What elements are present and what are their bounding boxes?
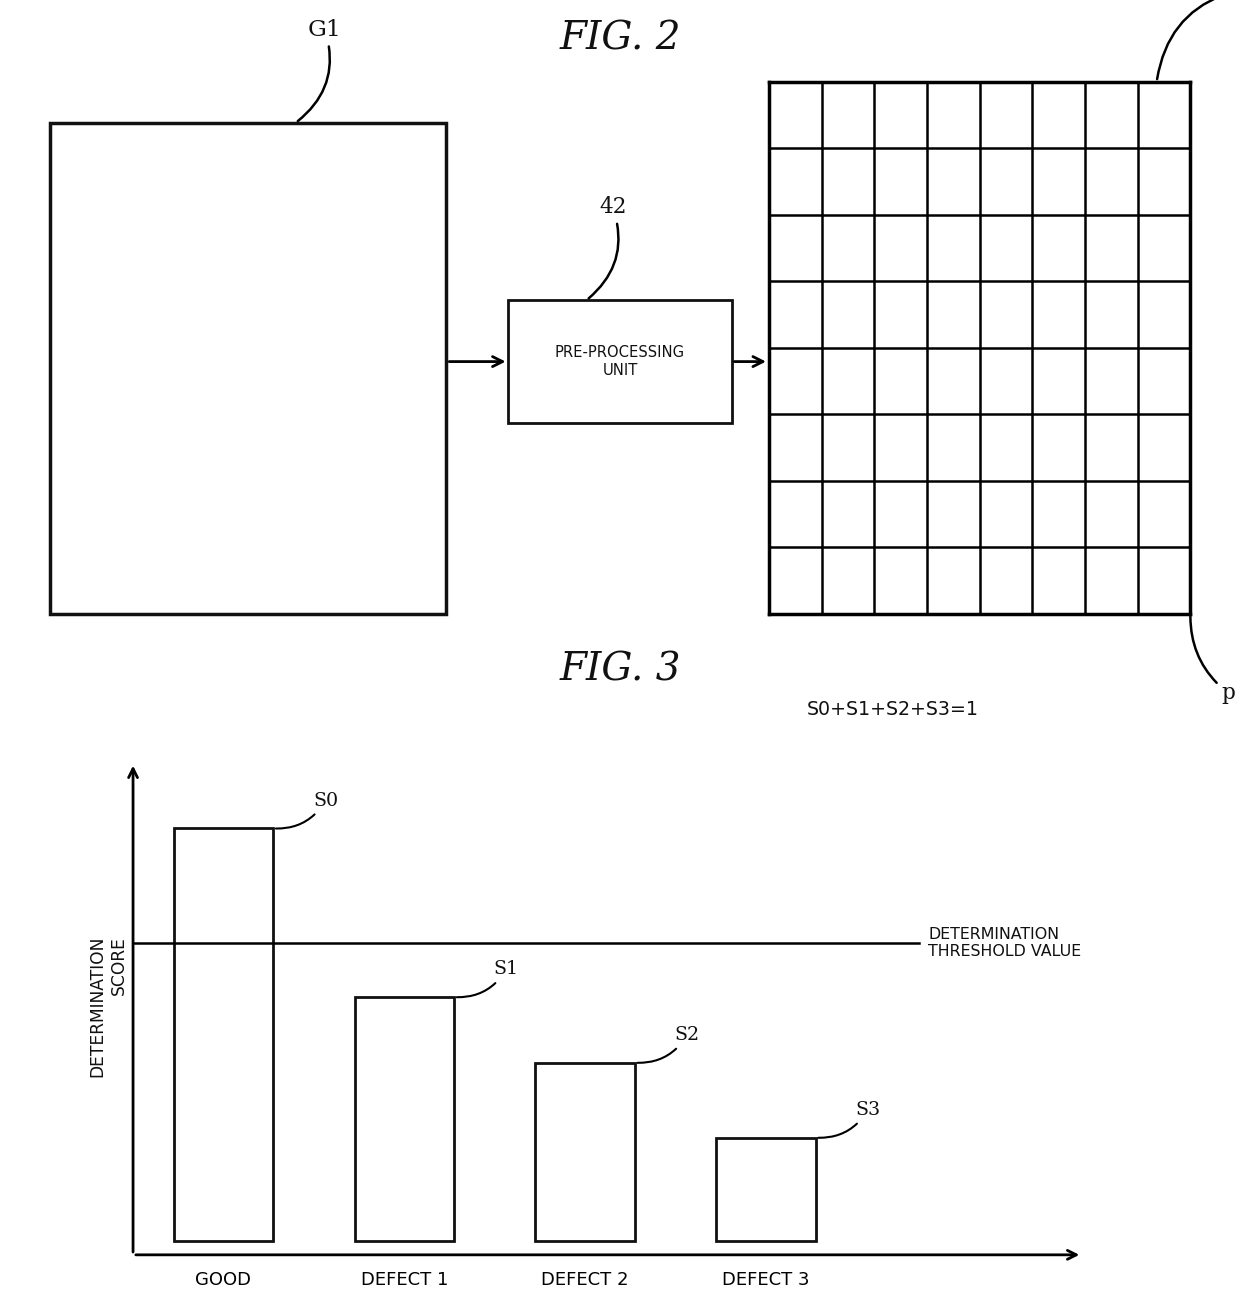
Bar — [50, 123, 446, 614]
Text: S3: S3 — [818, 1101, 880, 1138]
Text: S1: S1 — [456, 960, 518, 997]
Text: PRE-PROCESSING
UNIT: PRE-PROCESSING UNIT — [556, 345, 684, 378]
Bar — [508, 300, 732, 422]
Bar — [536, 1063, 635, 1241]
Text: S0: S0 — [277, 791, 339, 829]
Bar — [355, 997, 454, 1241]
Text: S2: S2 — [637, 1026, 699, 1063]
Text: FIG. 3: FIG. 3 — [559, 652, 681, 689]
Text: DETERMINATION
SCORE: DETERMINATION SCORE — [89, 935, 128, 1077]
Text: FIG. 2: FIG. 2 — [559, 21, 681, 58]
Text: G2: G2 — [1157, 0, 1240, 79]
Text: DETERMINATION
THRESHOLD VALUE: DETERMINATION THRESHOLD VALUE — [929, 928, 1081, 959]
Text: p: p — [1190, 617, 1235, 705]
Bar — [715, 1138, 816, 1241]
Text: S0+S1+S2+S3=1: S0+S1+S2+S3=1 — [807, 701, 978, 719]
Bar — [174, 828, 273, 1241]
Text: 42: 42 — [589, 197, 626, 298]
Text: G1: G1 — [298, 18, 342, 121]
